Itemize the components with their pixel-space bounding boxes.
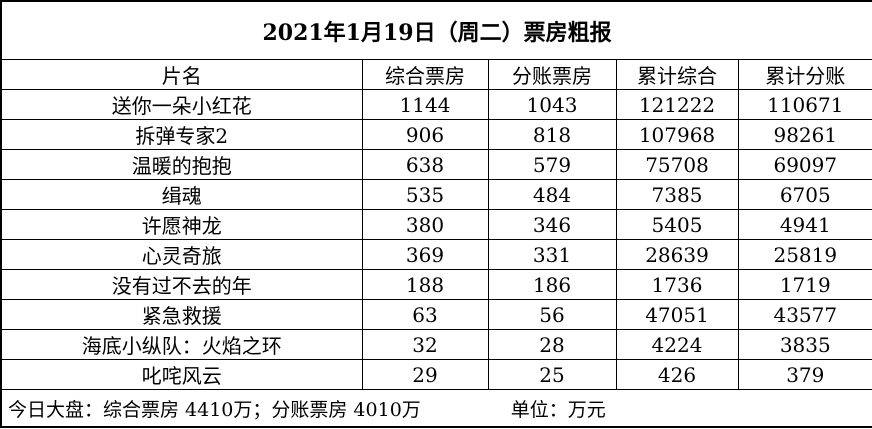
column-header-daily-gross: 综合票房 — [361, 59, 489, 90]
header-row: 片名 综合票房 分账票房 累计综合 累计分账 — [0, 59, 872, 90]
cell-cumulative-gross: 1736 — [615, 269, 739, 300]
cell-film-name: 许愿神龙 — [0, 209, 363, 240]
table-row: 紧急救援 63 56 47051 43577 — [0, 299, 872, 330]
cell-daily-split: 56 — [487, 299, 617, 330]
column-header-daily-split: 分账票房 — [487, 59, 617, 90]
cell-cumulative-split: 110671 — [737, 89, 872, 120]
cell-daily-gross: 380 — [361, 209, 489, 240]
cell-daily-gross: 906 — [361, 119, 489, 150]
cell-film-name: 送你一朵小红花 — [0, 89, 363, 120]
column-header-cumulative-gross: 累计综合 — [615, 59, 739, 90]
cell-daily-split: 25 — [487, 359, 617, 390]
footer-row: 今日大盘：综合票房 4410万；分账票房 4010万 单位：万元 — [0, 389, 872, 428]
table-row: 心灵奇旅 369 331 28639 25819 — [0, 239, 872, 270]
cell-cumulative-gross: 28639 — [615, 239, 739, 270]
cell-daily-gross: 63 — [361, 299, 489, 330]
cell-daily-split: 346 — [487, 209, 617, 240]
market-summary: 今日大盘：综合票房 4410万；分账票房 4010万 — [8, 398, 421, 421]
cell-daily-split: 484 — [487, 179, 617, 210]
cell-daily-split: 331 — [487, 239, 617, 270]
cell-daily-gross: 32 — [361, 329, 489, 360]
cell-daily-gross: 1144 — [361, 89, 489, 120]
cell-daily-split: 1043 — [487, 89, 617, 120]
unit-note: 单位：万元 — [510, 398, 606, 421]
column-header-cumulative-split: 累计分账 — [737, 59, 872, 90]
table-row: 缉魂 535 484 7385 6705 — [0, 179, 872, 210]
cell-cumulative-split: 4941 — [737, 209, 872, 240]
table-row: 许愿神龙 380 346 5405 4941 — [0, 209, 872, 240]
cell-cumulative-gross: 75708 — [615, 149, 739, 180]
cell-cumulative-gross: 5405 — [615, 209, 739, 240]
cell-cumulative-gross: 426 — [615, 359, 739, 390]
cell-cumulative-split: 25819 — [737, 239, 872, 270]
cell-daily-split: 186 — [487, 269, 617, 300]
cell-cumulative-split: 69097 — [737, 149, 872, 180]
cell-daily-gross: 369 — [361, 239, 489, 270]
cell-film-name: 叱咤风云 — [0, 359, 363, 390]
cell-cumulative-split: 6705 — [737, 179, 872, 210]
footer-cell: 今日大盘：综合票房 4410万；分账票房 4010万 单位：万元 — [0, 389, 872, 428]
cell-daily-split: 818 — [487, 119, 617, 150]
cell-film-name: 没有过不去的年 — [0, 269, 363, 300]
cell-film-name: 拆弹专家2 — [0, 119, 363, 150]
cell-cumulative-gross: 7385 — [615, 179, 739, 210]
cell-cumulative-gross: 47051 — [615, 299, 739, 330]
cell-daily-split: 28 — [487, 329, 617, 360]
cell-daily-split: 579 — [487, 149, 617, 180]
column-header-film-name: 片名 — [0, 59, 363, 90]
cell-film-name: 紧急救援 — [0, 299, 363, 330]
table-row: 没有过不去的年 188 186 1736 1719 — [0, 269, 872, 300]
cell-cumulative-split: 98261 — [737, 119, 872, 150]
cell-film-name: 温暖的抱抱 — [0, 149, 363, 180]
cell-cumulative-split: 43577 — [737, 299, 872, 330]
table-row: 温暖的抱抱 638 579 75708 69097 — [0, 149, 872, 180]
cell-daily-gross: 29 — [361, 359, 489, 390]
table-row: 海底小纵队：火焰之环 32 28 4224 3835 — [0, 329, 872, 360]
cell-cumulative-split: 3835 — [737, 329, 872, 360]
table-row: 叱咤风云 29 25 426 379 — [0, 359, 872, 390]
cell-cumulative-split: 1719 — [737, 269, 872, 300]
cell-cumulative-split: 379 — [737, 359, 872, 390]
cell-cumulative-gross: 121222 — [615, 89, 739, 120]
cell-film-name: 海底小纵队：火焰之环 — [0, 329, 363, 360]
cell-film-name: 缉魂 — [0, 179, 363, 210]
cell-daily-gross: 188 — [361, 269, 489, 300]
cell-daily-gross: 535 — [361, 179, 489, 210]
cell-daily-gross: 638 — [361, 149, 489, 180]
report-title: 2021年1月19日（周二）票房粗报 — [0, 0, 872, 60]
cell-film-name: 心灵奇旅 — [0, 239, 363, 270]
table-row: 送你一朵小红花 1144 1043 121222 110671 — [0, 89, 872, 120]
title-row: 2021年1月19日（周二）票房粗报 — [0, 0, 872, 60]
cell-cumulative-gross: 107968 — [615, 119, 739, 150]
cell-cumulative-gross: 4224 — [615, 329, 739, 360]
table-row: 拆弹专家2 906 818 107968 98261 — [0, 119, 872, 150]
